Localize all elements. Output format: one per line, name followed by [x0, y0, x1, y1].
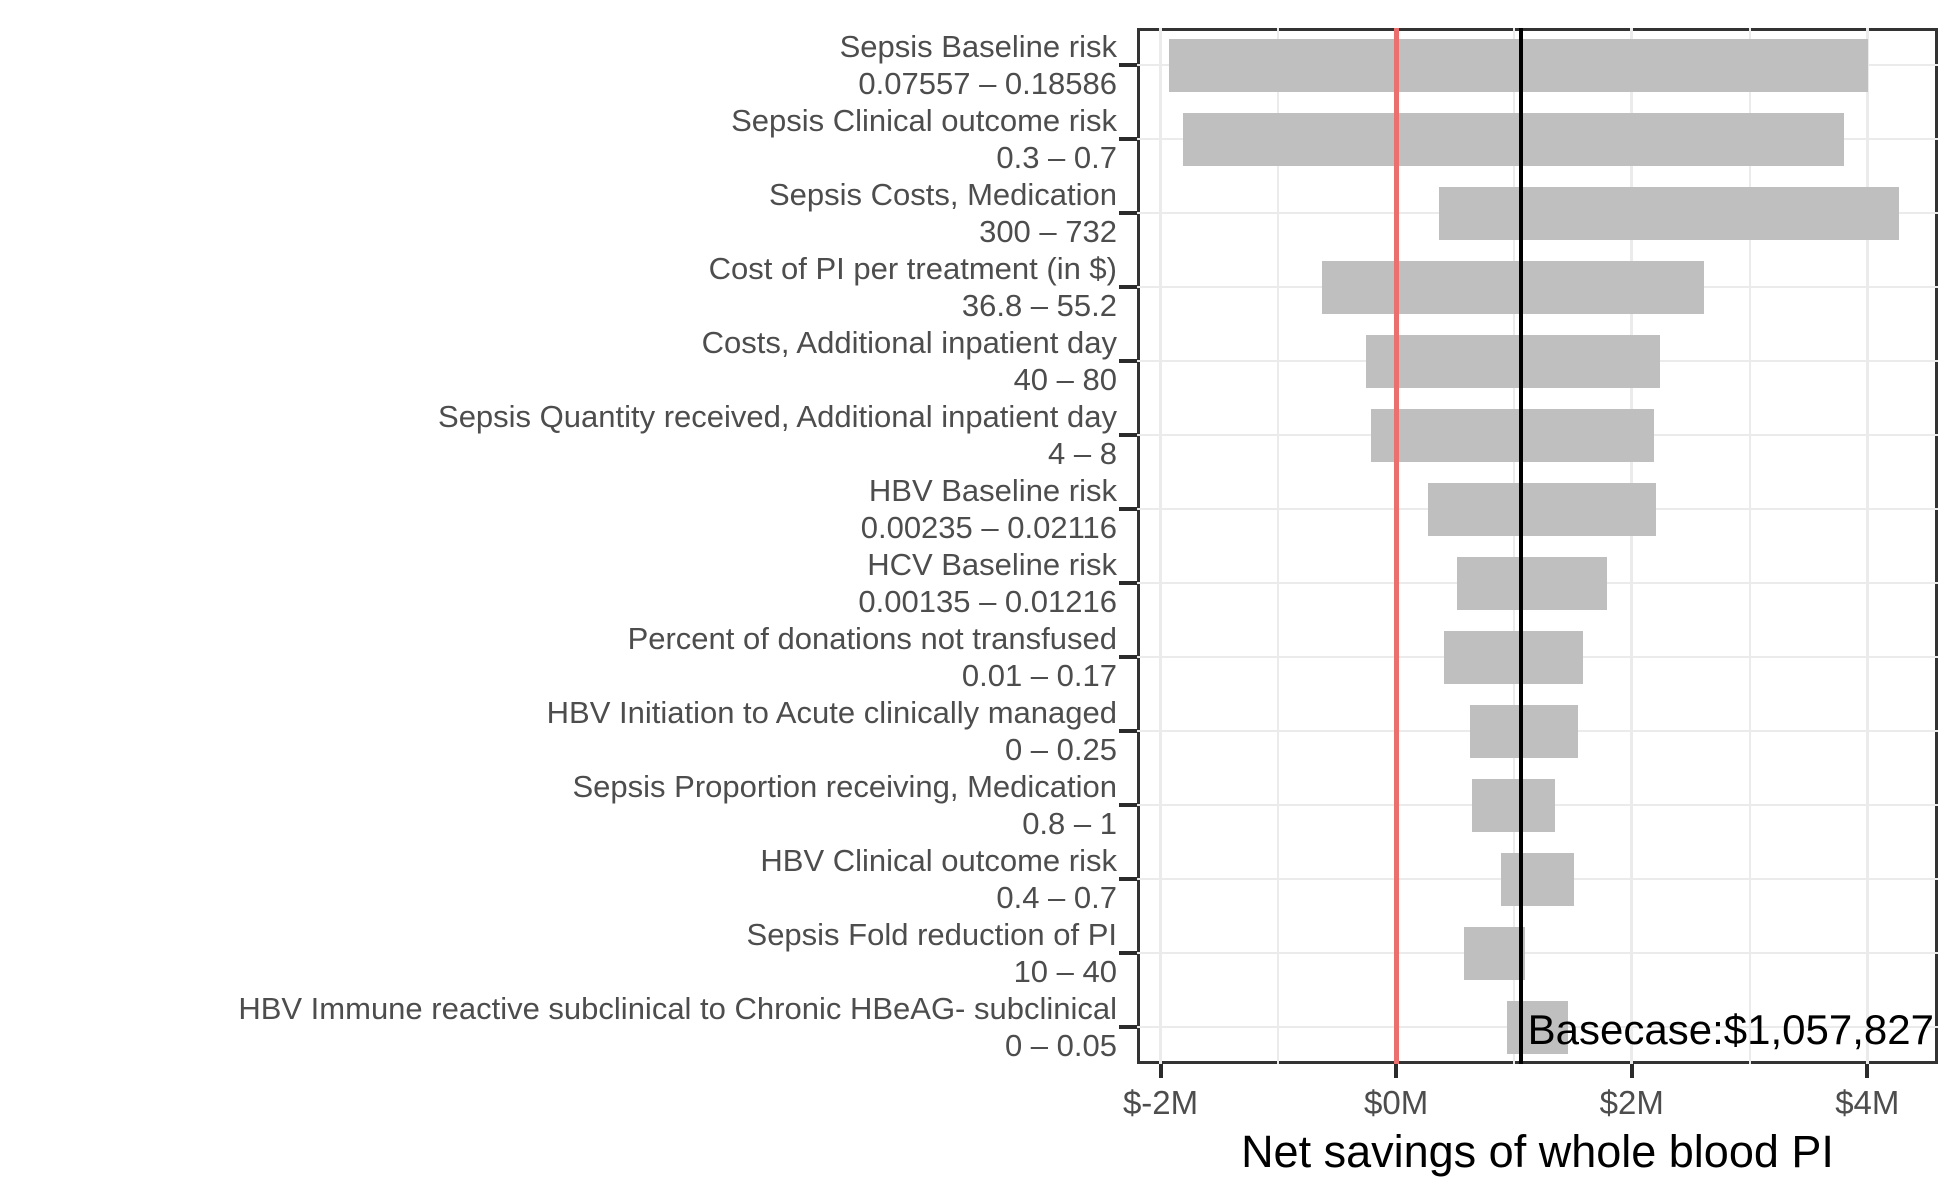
y-axis-tick [1119, 285, 1137, 289]
parameter-name: Cost of PI per treatment (in $) [708, 251, 1117, 286]
parameter-name: HCV Baseline risk [867, 547, 1117, 582]
y-axis-tick [1119, 137, 1137, 141]
parameter-range: 0.01 – 0.17 [961, 658, 1117, 693]
tornado-bar [1457, 556, 1607, 610]
parameter-name: Sepsis Clinical outcome risk [731, 103, 1117, 138]
parameter-range: 0.00235 – 0.02116 [860, 510, 1117, 545]
x-axis-title: Net savings of whole blood PI [1241, 1126, 1834, 1177]
parameter-label: Sepsis Baseline risk 0.07557 – 0.18586 [27, 28, 1117, 102]
parameter-range: 4 – 8 [1048, 436, 1117, 471]
parameter-label: HBV Baseline risk 0.00235 – 0.02116 [27, 472, 1117, 546]
parameter-label: HBV Clinical outcome risk 0.4 – 0.7 [27, 842, 1117, 916]
x-axis-tick [1629, 1064, 1634, 1078]
parameter-range: 0.00135 – 0.01216 [858, 584, 1117, 619]
tornado-bar [1506, 1000, 1569, 1054]
plot-panel [1137, 28, 1938, 1064]
y-axis-tick [1119, 877, 1137, 881]
parameter-range: 0 – 0.25 [1004, 732, 1117, 767]
parameter-name: HBV Baseline risk [868, 473, 1117, 508]
y-axis-tick [1119, 729, 1137, 733]
x-axis-tick-label: $0M [1364, 1084, 1429, 1121]
y-axis-tick [1119, 359, 1137, 363]
parameter-name: HBV Immune reactive subclinical to Chron… [238, 991, 1117, 1026]
x-axis-tick-label: $-2M [1122, 1084, 1199, 1121]
x-axis-tick [1394, 1064, 1399, 1078]
tornado-bar [1427, 482, 1657, 536]
minor-gridline [1512, 28, 1515, 1064]
tornado-bar [1464, 926, 1525, 980]
y-axis-tick [1119, 63, 1137, 67]
parameter-name: Percent of donations not transfused [627, 621, 1117, 656]
tornado-bar [1471, 778, 1556, 832]
major-gridline [1159, 28, 1163, 1064]
basecase-annotation: Basecase:$1,057,827 [1527, 1006, 1934, 1053]
parameter-label: HBV Initiation to Acute clinically manag… [27, 694, 1117, 768]
zero-reference-line [1393, 28, 1399, 1064]
tornado-bar [1371, 408, 1655, 462]
parameter-name: Sepsis Proportion receiving, Medication [572, 769, 1118, 804]
x-axis-tick [1158, 1064, 1163, 1078]
parameter-label: Costs, Additional inpatient day 40 – 80 [27, 324, 1117, 398]
parameter-range: 0.07557 – 0.18586 [858, 66, 1117, 101]
minor-gridline [1748, 28, 1751, 1064]
parameter-label: Sepsis Quantity received, Additional inp… [27, 398, 1117, 472]
y-axis-tick [1119, 211, 1137, 215]
parameter-name: Costs, Additional inpatient day [701, 325, 1117, 360]
y-axis-tick [1119, 951, 1137, 955]
parameter-range: 300 – 732 [979, 214, 1117, 249]
y-axis-tick [1119, 507, 1137, 511]
parameter-name: HBV Initiation to Acute clinically manag… [546, 695, 1117, 730]
major-gridline [1630, 28, 1634, 1064]
x-axis-tick-label: $4M [1835, 1084, 1900, 1121]
parameter-range: 0.3 – 0.7 [996, 140, 1117, 175]
tornado-bar [1500, 852, 1574, 906]
parameter-label: Sepsis Clinical outcome risk 0.3 – 0.7 [27, 102, 1117, 176]
tornado-bar [1444, 630, 1584, 684]
x-axis-tick-label: $2M [1599, 1084, 1664, 1121]
major-gridline [1865, 28, 1869, 1064]
y-axis-tick [1119, 581, 1137, 585]
parameter-label: HBV Immune reactive subclinical to Chron… [27, 990, 1117, 1064]
y-axis-tick [1119, 1025, 1137, 1029]
parameter-label: Sepsis Fold reduction of PI 10 – 40 [27, 916, 1117, 990]
tornado-bar [1470, 704, 1578, 758]
y-axis-tick [1119, 655, 1137, 659]
parameter-name: Sepsis Baseline risk [839, 29, 1117, 64]
parameter-range: 0.8 – 1 [1022, 806, 1117, 841]
parameter-name: Sepsis Costs, Medication [768, 177, 1117, 212]
tornado-bar [1168, 38, 1869, 92]
x-axis-tick [1865, 1064, 1870, 1078]
parameter-name: Sepsis Fold reduction of PI [746, 917, 1117, 952]
parameter-range: 36.8 – 55.2 [961, 288, 1117, 323]
minor-gridline [1277, 28, 1280, 1064]
tornado-bar [1365, 334, 1660, 388]
parameter-label: Sepsis Costs, Medication 300 – 732 [27, 176, 1117, 250]
tornado-bar [1182, 112, 1844, 166]
parameter-name: Sepsis Quantity received, Additional inp… [438, 399, 1117, 434]
y-axis-tick [1119, 803, 1137, 807]
basecase-reference-line [1518, 28, 1523, 1064]
parameter-range: 40 – 80 [1013, 362, 1117, 397]
parameter-range: 0 – 0.05 [1004, 1028, 1117, 1063]
parameter-label: Percent of donations not transfused 0.01 … [27, 620, 1117, 694]
row-gridline [1137, 952, 1938, 954]
parameter-range: 10 – 40 [1013, 954, 1117, 989]
parameter-range: 0.4 – 0.7 [996, 880, 1117, 915]
y-axis-tick [1119, 433, 1137, 437]
parameter-name: HBV Clinical outcome risk [760, 843, 1117, 878]
parameter-label: HCV Baseline risk 0.00135 – 0.01216 [27, 546, 1117, 620]
tornado-bar [1321, 260, 1704, 314]
parameter-label: Cost of PI per treatment (in $) 36.8 – 55… [27, 250, 1117, 324]
parameter-label: Sepsis Proportion receiving, Medication 0… [27, 768, 1118, 842]
tornado-bar [1438, 186, 1900, 240]
